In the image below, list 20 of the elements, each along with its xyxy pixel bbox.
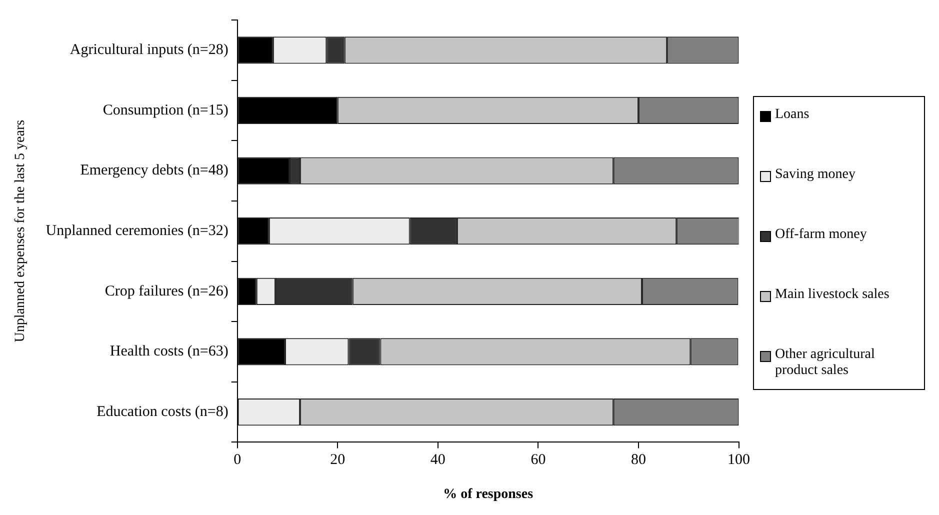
x-tick-label: 100 bbox=[728, 452, 750, 468]
y-axis-title: Unplanned expenses for the last 5 years bbox=[13, 120, 28, 342]
y-tick-label: Agricultural inputs (n=28) bbox=[70, 42, 228, 58]
x-tick-label: 80 bbox=[630, 452, 646, 468]
y-tick-label: Emergency debts (n=48) bbox=[80, 162, 228, 179]
x-tick-label: 20 bbox=[330, 452, 346, 468]
y-tick-label: Education costs (n=8) bbox=[96, 404, 228, 420]
y-tick-label: Consumption (n=15) bbox=[102, 102, 228, 118]
legend-label: Main livestock sales bbox=[775, 286, 890, 302]
legend-label: Loans bbox=[775, 106, 810, 122]
x-axis-title: % of responses bbox=[443, 487, 534, 502]
x-tick-label: 0 bbox=[234, 452, 242, 468]
y-tick-label: Health costs (n=63) bbox=[110, 344, 228, 360]
y-tick-label: Crop failures (n=26) bbox=[104, 283, 228, 300]
x-tick-label: 60 bbox=[530, 452, 546, 468]
y-tick-label: Unplanned ceremonies (n=32) bbox=[46, 223, 228, 240]
x-tick-label: 40 bbox=[430, 452, 446, 468]
legend-label: Off-farm money bbox=[775, 226, 867, 242]
legend-label: Saving money bbox=[775, 166, 856, 182]
legend-label: Other agricultural product sales bbox=[775, 346, 876, 378]
